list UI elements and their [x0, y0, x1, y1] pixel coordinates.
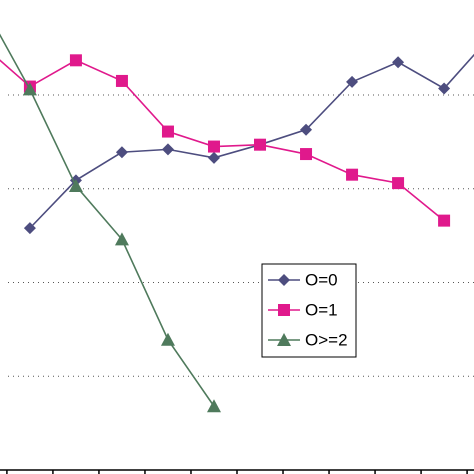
marker — [438, 82, 451, 95]
marker — [438, 214, 451, 227]
grid — [0, 94, 474, 474]
marker — [392, 56, 405, 69]
marker — [277, 333, 291, 346]
series-line — [0, 59, 445, 222]
series-line — [29, 53, 474, 229]
legend: O=0 O=1 O>=2 — [261, 263, 357, 358]
marker — [160, 332, 175, 346]
marker — [300, 123, 313, 136]
marker — [206, 399, 221, 413]
marker — [346, 75, 359, 88]
marker — [207, 140, 220, 153]
series-line — [0, 33, 215, 407]
plot-area — [0, 33, 474, 413]
marker — [115, 146, 128, 159]
marker — [278, 304, 290, 316]
marker — [22, 82, 37, 96]
legend-label: O>=2 — [305, 330, 348, 349]
marker — [161, 143, 174, 156]
marker — [69, 54, 82, 67]
marker — [300, 148, 313, 161]
legend-label: O=1 — [305, 300, 338, 319]
marker — [278, 274, 290, 286]
marker — [68, 178, 83, 192]
marker — [115, 74, 128, 87]
marker — [346, 168, 359, 181]
marker — [161, 125, 174, 138]
marker — [207, 151, 220, 164]
legend-label: O=0 — [305, 270, 338, 289]
marker — [392, 177, 405, 190]
marker — [254, 138, 267, 151]
marker — [114, 232, 129, 246]
marker — [23, 222, 36, 235]
